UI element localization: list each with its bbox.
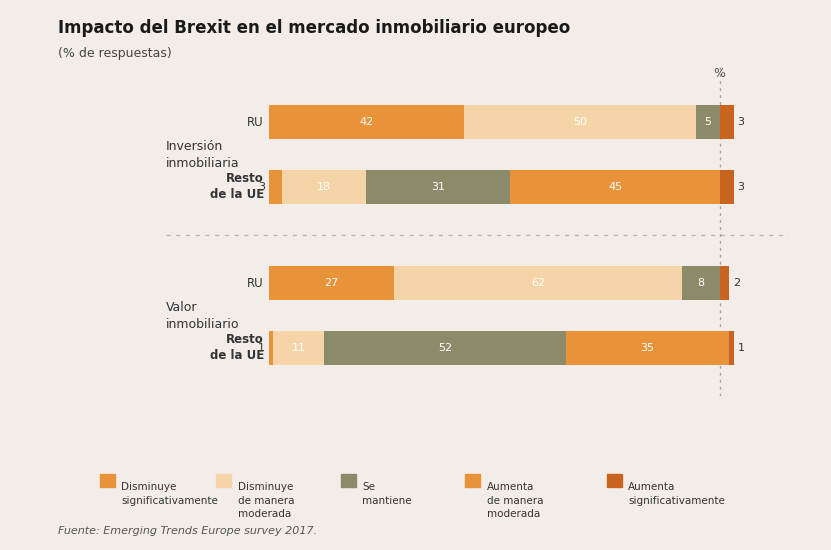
- Text: Resto
de la UE: Resto de la UE: [209, 172, 264, 201]
- Bar: [324, 331, 566, 365]
- Text: Resto
de la UE: Resto de la UE: [209, 333, 264, 362]
- Text: RU: RU: [248, 277, 264, 290]
- Text: 35: 35: [641, 343, 655, 353]
- Text: 27: 27: [324, 278, 338, 288]
- Text: RU: RU: [248, 116, 264, 129]
- Bar: [720, 266, 729, 300]
- Text: 52: 52: [438, 343, 452, 353]
- Text: Disminuye: Disminuye: [238, 482, 293, 492]
- Text: 5: 5: [705, 117, 711, 128]
- Text: 50: 50: [573, 117, 588, 128]
- Text: %: %: [714, 68, 725, 80]
- Bar: [268, 106, 464, 139]
- Text: moderada: moderada: [487, 509, 540, 519]
- Text: 8: 8: [697, 278, 705, 288]
- Bar: [682, 266, 720, 300]
- Text: de manera: de manera: [238, 496, 294, 505]
- Bar: [720, 106, 734, 139]
- Text: 31: 31: [431, 182, 445, 192]
- Text: significativamente: significativamente: [628, 496, 725, 505]
- Text: 1: 1: [737, 343, 745, 353]
- Text: 62: 62: [531, 278, 545, 288]
- Text: de manera: de manera: [487, 496, 543, 505]
- Text: Se: Se: [362, 482, 376, 492]
- Text: 42: 42: [359, 117, 373, 128]
- Text: moderada: moderada: [238, 509, 291, 519]
- Text: 3: 3: [258, 182, 265, 192]
- Bar: [720, 170, 734, 204]
- Bar: [273, 331, 324, 365]
- Text: Disminuye: Disminuye: [121, 482, 177, 492]
- Text: 45: 45: [608, 182, 622, 192]
- Text: mantiene: mantiene: [362, 496, 412, 505]
- Text: (% de respuestas): (% de respuestas): [58, 47, 172, 60]
- Bar: [268, 170, 283, 204]
- Bar: [566, 331, 729, 365]
- Bar: [729, 331, 734, 365]
- Text: significativamente: significativamente: [121, 496, 219, 505]
- Text: Aumenta: Aumenta: [628, 482, 676, 492]
- Bar: [464, 106, 696, 139]
- Text: 2: 2: [733, 278, 740, 288]
- Text: 3: 3: [737, 182, 745, 192]
- Text: 1: 1: [258, 343, 265, 353]
- Text: Aumenta: Aumenta: [487, 482, 534, 492]
- Text: 18: 18: [317, 182, 332, 192]
- Text: Impacto del Brexit en el mercado inmobiliario europeo: Impacto del Brexit en el mercado inmobil…: [58, 19, 570, 37]
- Text: 3: 3: [737, 117, 745, 128]
- Bar: [268, 331, 273, 365]
- Text: Inversión
inmobiliaria: Inversión inmobiliaria: [166, 140, 240, 169]
- Bar: [366, 170, 510, 204]
- Bar: [696, 106, 720, 139]
- Bar: [510, 170, 720, 204]
- Bar: [268, 266, 394, 300]
- Text: Valor
inmobiliario: Valor inmobiliario: [166, 300, 239, 331]
- Bar: [283, 170, 366, 204]
- Text: 11: 11: [292, 343, 306, 353]
- Text: Fuente: Emerging Trends Europe survey 2017.: Fuente: Emerging Trends Europe survey 20…: [58, 526, 317, 536]
- Bar: [394, 266, 682, 300]
